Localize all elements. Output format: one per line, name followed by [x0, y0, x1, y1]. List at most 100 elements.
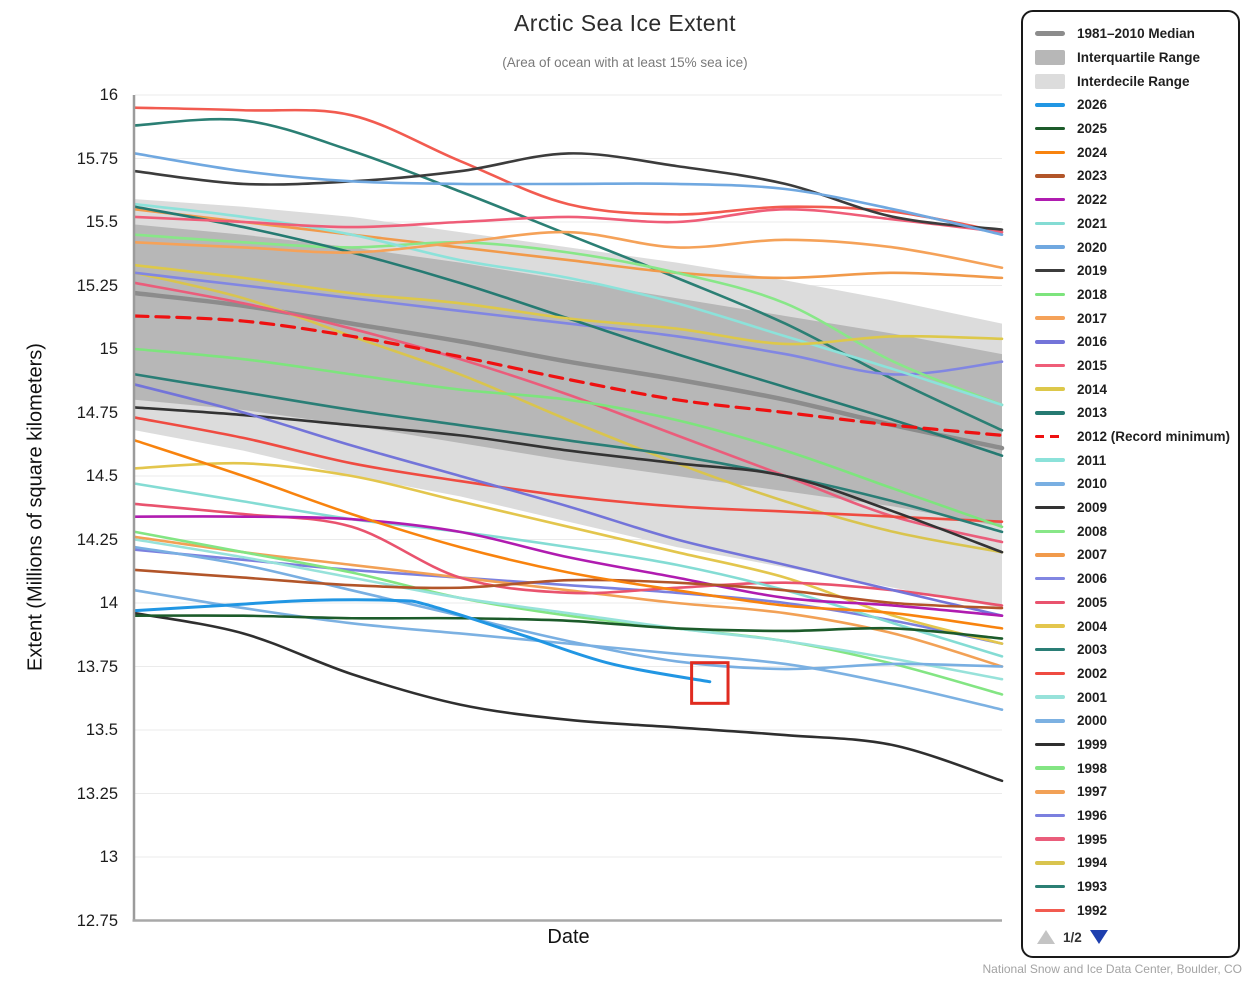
- legend-swatch-2004: [1035, 624, 1065, 628]
- legend-label: 2026: [1077, 97, 1108, 113]
- series-line-2024: [134, 439, 1004, 630]
- legend-label: 1992: [1077, 902, 1108, 918]
- legend-swatch-2009: [1035, 505, 1065, 510]
- legend-swatch-interquartile-range: [1035, 50, 1065, 66]
- series-line-2008: [134, 233, 1004, 407]
- legend-label: 2001: [1077, 689, 1108, 705]
- legend-page-down-button[interactable]: [1089, 930, 1108, 945]
- legend-item-1981-2010-median[interactable]: 1981–2010 Median: [1035, 22, 1226, 46]
- legend-label: 2020: [1077, 239, 1108, 255]
- legend-item-2006[interactable]: 2006: [1035, 567, 1226, 591]
- legend-swatch-2001: [1035, 695, 1065, 699]
- legend-item-2000[interactable]: 2000: [1035, 709, 1226, 733]
- legend-item-2020[interactable]: 2020: [1035, 235, 1226, 259]
- legend-item-2019[interactable]: 2019: [1035, 259, 1226, 283]
- legend-label: 1994: [1077, 855, 1108, 871]
- legend-item-interquartile-range[interactable]: Interquartile Range: [1035, 46, 1226, 70]
- legend-swatch-2016: [1035, 340, 1065, 344]
- series-line-2020: [134, 152, 1004, 236]
- legend-item-2017[interactable]: 2017: [1035, 306, 1226, 330]
- legend-item-2025[interactable]: 2025: [1035, 117, 1226, 141]
- legend-swatch-1981-2010-median: [1035, 31, 1065, 37]
- legend-label: Interdecile Range: [1077, 73, 1190, 89]
- y-tick-label: 15: [99, 340, 118, 358]
- legend-item-2022[interactable]: 2022: [1035, 188, 1226, 212]
- legend-item-2001[interactable]: 2001: [1035, 685, 1226, 709]
- legend-swatch-2018: [1035, 292, 1065, 297]
- legend-swatch-2008: [1035, 529, 1065, 534]
- series-line-2022: [134, 515, 1004, 617]
- legend-swatch-2003: [1035, 647, 1065, 652]
- series-line-2011: [134, 202, 1004, 407]
- y-axis-tick-labels: 16 15.75 15.5 15.25 15 14.75 14.5 14.25 14 13.75 1…: [0, 0, 118, 984]
- legend-label: 2016: [1077, 334, 1108, 350]
- legend-swatch-1993: [1035, 884, 1065, 889]
- legend-swatch-1999: [1035, 742, 1065, 747]
- legend-item-2009[interactable]: 2009: [1035, 496, 1226, 520]
- legend-item-2005[interactable]: 2005: [1035, 591, 1226, 615]
- legend-label: 2000: [1077, 713, 1108, 729]
- legend-item-2013[interactable]: 2013: [1035, 401, 1226, 425]
- series-line-1994: [134, 271, 1004, 554]
- legend-item-2002[interactable]: 2002: [1035, 662, 1226, 686]
- series-line-2023: [134, 568, 1004, 610]
- legend-swatch-1997: [1035, 790, 1065, 794]
- legend-swatch-2019: [1035, 268, 1065, 273]
- legend-item-1999[interactable]: 1999: [1035, 733, 1226, 757]
- legend-item-1994[interactable]: 1994: [1035, 851, 1226, 875]
- legend-pagination: 1/2: [1035, 924, 1226, 950]
- legend-item-1997[interactable]: 1997: [1035, 780, 1226, 804]
- legend-swatch-2005: [1035, 600, 1065, 605]
- legend-label: 1981–2010 Median: [1077, 26, 1195, 42]
- series-line-2019: [134, 152, 1004, 231]
- legend-item-1992[interactable]: 1992: [1035, 898, 1226, 922]
- legend-item-2010[interactable]: 2010: [1035, 472, 1226, 496]
- legend-label: 1997: [1077, 784, 1108, 800]
- legend-item-2003[interactable]: 2003: [1035, 638, 1226, 662]
- series-line-2002: [134, 416, 1004, 524]
- legend-swatch-2010: [1035, 482, 1065, 486]
- legend-item-2004[interactable]: 2004: [1035, 614, 1226, 638]
- y-tick-label: 13.75: [76, 657, 118, 676]
- series-line-1995: [134, 281, 1004, 544]
- legend-item-2011[interactable]: 2011: [1035, 448, 1226, 472]
- legend-label: 2017: [1077, 310, 1108, 326]
- legend-page-indicator: 1/2: [1063, 929, 1082, 945]
- legend-item-interdecile-range[interactable]: Interdecile Range: [1035, 69, 1226, 93]
- legend-label: 2010: [1077, 476, 1108, 492]
- series-line-1999: [134, 611, 1004, 783]
- legend-swatch-2024: [1035, 150, 1065, 155]
- legend-item-2018[interactable]: 2018: [1035, 283, 1226, 307]
- legend-item-2008[interactable]: 2008: [1035, 519, 1226, 543]
- series-line-1993: [134, 117, 1004, 432]
- legend-swatch-2021: [1035, 221, 1065, 226]
- legend-label: 1993: [1077, 879, 1108, 895]
- legend-item-2012[interactable]: 2012 (Record minimum): [1035, 425, 1230, 449]
- legend-item-2021[interactable]: 2021: [1035, 212, 1226, 236]
- legend-item-2023[interactable]: 2023: [1035, 164, 1226, 188]
- legend-item-2015[interactable]: 2015: [1035, 354, 1226, 378]
- legend-label: 2003: [1077, 642, 1108, 658]
- legend-label: 2024: [1077, 144, 1108, 160]
- chart-subtitle: (Area of ocean with at least 15% sea ice…: [502, 55, 748, 70]
- legend-label: 2019: [1077, 263, 1108, 279]
- legend-item-1995[interactable]: 1995: [1035, 827, 1226, 851]
- legend-item-2007[interactable]: 2007: [1035, 543, 1226, 567]
- legend-swatch-2014: [1035, 387, 1065, 391]
- legend-item-1996[interactable]: 1996: [1035, 804, 1226, 828]
- legend-label: 2022: [1077, 192, 1108, 208]
- legend-swatch-1994: [1035, 861, 1065, 865]
- legend-label: 2002: [1077, 665, 1108, 681]
- legend-swatch-interdecile-range: [1035, 73, 1065, 89]
- legend-page-up-button[interactable]: [1037, 930, 1055, 945]
- legend-item-1993[interactable]: 1993: [1035, 875, 1226, 899]
- legend-swatch-2011: [1035, 458, 1065, 462]
- legend-item-2014[interactable]: 2014: [1035, 377, 1226, 401]
- legend-label: 1999: [1077, 736, 1108, 752]
- legend-item-2016[interactable]: 2016: [1035, 330, 1226, 354]
- legend-item-2024[interactable]: 2024: [1035, 140, 1226, 164]
- legend-item-1998[interactable]: 1998: [1035, 756, 1226, 780]
- series-line-2014: [134, 263, 1004, 346]
- legend-item-2026[interactable]: 2026: [1035, 93, 1226, 117]
